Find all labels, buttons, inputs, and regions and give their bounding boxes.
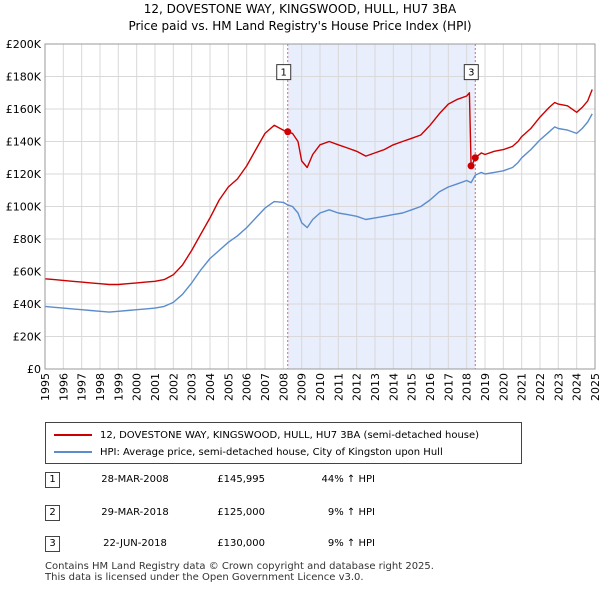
x-tick-label: 2015 xyxy=(406,373,419,401)
x-tick-label: 1996 xyxy=(57,373,70,401)
x-tick-label: 2012 xyxy=(351,373,364,401)
chart-title: 12, DOVESTONE WAY, KINGSWOOD, HULL, HU7 … xyxy=(143,2,457,16)
transaction-price: £145,995 xyxy=(217,474,265,485)
x-tick-label: 2024 xyxy=(571,373,584,401)
y-tick-label: £160K xyxy=(6,103,42,116)
y-tick-label: £120K xyxy=(6,168,42,181)
transaction-price: £125,000 xyxy=(217,507,265,518)
y-tick-label: £40K xyxy=(13,298,42,311)
transaction-point xyxy=(284,128,292,136)
transaction-point xyxy=(471,154,479,162)
x-tick-label: 2013 xyxy=(369,373,382,401)
x-tick-label: 2008 xyxy=(277,373,290,401)
x-tick-label: 2021 xyxy=(516,373,529,401)
transaction-number: 2 xyxy=(45,505,60,521)
chart-legend: 12, DOVESTONE WAY, KINGSWOOD, HULL, HU7 … xyxy=(45,422,522,464)
transaction-marker-label: 3 xyxy=(468,68,474,79)
x-tick-label: 2009 xyxy=(296,373,309,401)
x-tick-label: 2004 xyxy=(204,373,217,401)
y-tick-label: £200K xyxy=(6,38,42,51)
x-tick-label: 2017 xyxy=(442,373,455,401)
legend-label-hpi: HPI: Average price, semi-detached house,… xyxy=(100,446,443,458)
transaction-date: 29-MAR-2018 xyxy=(101,507,169,518)
attribution-line: This data is licensed under the Open Gov… xyxy=(45,572,364,583)
plot-border xyxy=(44,43,596,370)
x-tick-label: 1995 xyxy=(39,373,52,401)
x-tick-label: 2018 xyxy=(461,373,474,401)
transaction-marker-box xyxy=(463,64,479,81)
x-tick-label: 2005 xyxy=(222,373,235,401)
legend-item-price: 12, DOVESTONE WAY, KINGSWOOD, HULL, HU7 … xyxy=(54,427,479,443)
price-series-line xyxy=(44,89,593,286)
y-tick-label: £60K xyxy=(13,266,42,279)
x-tick-label: 2001 xyxy=(149,373,162,401)
x-tick-label: 2014 xyxy=(387,373,400,401)
x-tick-label: 2010 xyxy=(314,373,327,401)
x-tick-label: 1997 xyxy=(76,373,89,401)
x-tick-label: 2006 xyxy=(241,373,254,401)
attribution-footer: Contains HM Land Registry data © Crown c… xyxy=(45,561,434,583)
x-tick-label: 2022 xyxy=(534,373,547,401)
x-tick-label: 2002 xyxy=(167,373,180,401)
attribution-line: Contains HM Land Registry data © Crown c… xyxy=(45,561,434,572)
legend-label-price: 12, DOVESTONE WAY, KINGSWOOD, HULL, HU7 … xyxy=(100,429,480,441)
transaction-date: 28-MAR-2008 xyxy=(101,474,169,485)
y-tick-label: £100K xyxy=(6,201,42,214)
transaction-marker-label: 1 xyxy=(281,68,287,79)
price-chart: £0 £20K £40K £60K £80K £100K £120K £140K £160K £1… xyxy=(6,38,600,401)
transaction-hpi-change: 44% ↑ HPI xyxy=(321,474,375,485)
y-tick-label: £140K xyxy=(6,136,42,149)
transaction-hpi-change: 9% ↑ HPI xyxy=(327,507,375,518)
transaction-number: 1 xyxy=(45,472,60,488)
x-tick-label: 2000 xyxy=(131,373,144,401)
transaction-marker-box xyxy=(276,64,292,81)
y-tick-label: £80K xyxy=(13,233,42,246)
legend-swatch-hpi xyxy=(54,451,92,453)
x-tick-label: 1998 xyxy=(94,373,107,401)
x-tick-label: 2025 xyxy=(589,373,600,401)
transaction-hpi-change: 9% ↑ HPI xyxy=(327,538,375,549)
y-tick-label: £0 xyxy=(27,363,41,376)
legend-item-hpi: HPI: Average price, semi-detached house,… xyxy=(54,444,443,460)
transaction-number: 3 xyxy=(45,536,60,552)
transaction-row: 2 29-MAR-2018 £125,000 9% ↑ HPI xyxy=(45,505,565,521)
x-tick-label: 2019 xyxy=(479,373,492,401)
x-tick-label: 2011 xyxy=(332,373,345,401)
x-tick-label: 2016 xyxy=(424,373,437,401)
y-tick-label: £20K xyxy=(13,331,42,344)
x-tick-label: 2007 xyxy=(259,373,272,401)
transaction-point xyxy=(467,162,475,170)
x-tick-label: 2003 xyxy=(186,373,199,401)
hpi-series-line xyxy=(44,113,593,313)
transaction-price: £130,000 xyxy=(217,538,265,549)
y-tick-label: £180K xyxy=(6,71,42,84)
chart-subtitle: Price paid vs. HM Land Registry's House … xyxy=(128,19,472,33)
x-tick-label: 2023 xyxy=(552,373,565,401)
legend-swatch-price xyxy=(54,434,92,436)
transaction-date: 22-JUN-2018 xyxy=(103,538,167,549)
x-tick-label: 1999 xyxy=(112,373,125,401)
transaction-row: 3 22-JUN-2018 £130,000 9% ↑ HPI xyxy=(45,536,565,552)
transaction-row: 1 28-MAR-2008 £145,995 44% ↑ HPI xyxy=(45,472,565,488)
x-tick-label: 2020 xyxy=(497,373,510,401)
